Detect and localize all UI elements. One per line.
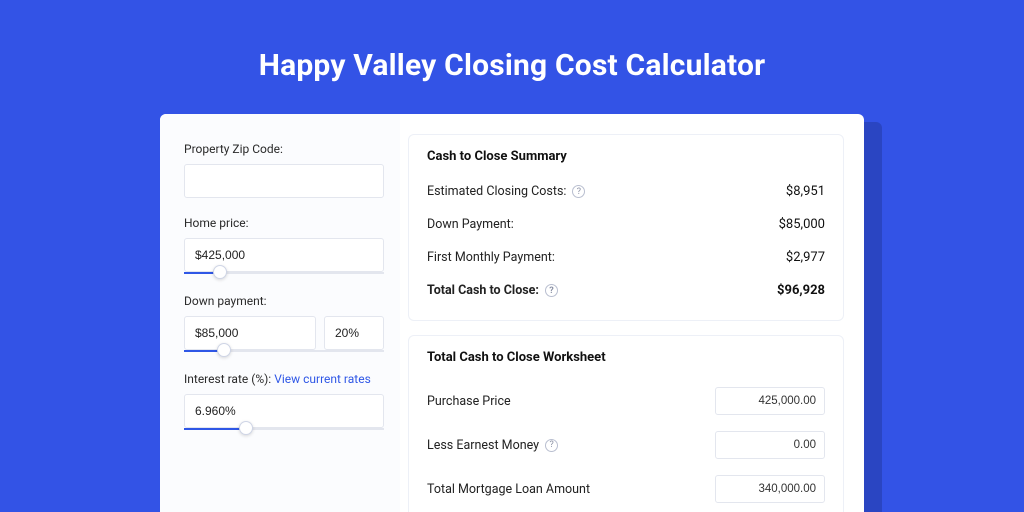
summary-row: Down Payment: $85,000 xyxy=(427,211,825,244)
worksheet-title: Total Cash to Close Worksheet xyxy=(427,350,825,365)
help-icon[interactable]: ? xyxy=(545,284,558,297)
inputs-sidebar: Property Zip Code: Home price: Down paym… xyxy=(160,114,400,512)
home-price-slider-thumb[interactable] xyxy=(213,265,227,279)
calculator-card: Property Zip Code: Home price: Down paym… xyxy=(160,114,864,512)
help-icon[interactable]: ? xyxy=(545,439,558,452)
zip-label: Property Zip Code: xyxy=(184,142,384,156)
worksheet-row-input[interactable] xyxy=(715,387,825,415)
summary-rows: Estimated Closing Costs:? $8,951 Down Paym… xyxy=(427,178,825,310)
worksheet-panel: Total Cash to Close Worksheet Purchase P… xyxy=(408,335,844,512)
worksheet-row-label: Less Earnest Money? xyxy=(427,438,558,453)
page-title: Happy Valley Closing Cost Calculator xyxy=(0,48,1024,83)
summary-row-label: First Monthly Payment: xyxy=(427,250,555,265)
summary-row-label: Estimated Closing Costs:? xyxy=(427,184,585,199)
view-rates-link[interactable]: View current rates xyxy=(274,372,371,386)
summary-row: Total Cash to Close:? $96,928 xyxy=(427,277,825,310)
down-payment-slider[interactable] xyxy=(184,348,384,354)
home-price-field: Home price: xyxy=(184,216,384,276)
zip-input[interactable] xyxy=(184,164,384,198)
summary-row-value: $85,000 xyxy=(779,217,825,232)
down-payment-slider-thumb[interactable] xyxy=(217,343,231,357)
results-area: Cash to Close Summary Estimated Closing … xyxy=(400,114,864,512)
down-payment-field: Down payment: xyxy=(184,294,384,354)
worksheet-row: Less Earnest Money? xyxy=(427,423,825,467)
summary-row-value: $96,928 xyxy=(777,283,825,298)
worksheet-row-label: Total Mortgage Loan Amount xyxy=(427,482,590,497)
interest-input[interactable] xyxy=(184,394,384,428)
worksheet-row-input[interactable] xyxy=(715,475,825,503)
interest-label: Interest rate (%): View current rates xyxy=(184,372,384,386)
summary-row: Estimated Closing Costs:? $8,951 xyxy=(427,178,825,211)
interest-slider-thumb[interactable] xyxy=(239,421,253,435)
down-payment-percent-input[interactable] xyxy=(324,316,384,350)
worksheet-rows: Purchase Price Less Earnest Money? Total M… xyxy=(427,379,825,512)
worksheet-row-input[interactable] xyxy=(715,431,825,459)
interest-slider-fill xyxy=(184,428,246,430)
interest-slider[interactable] xyxy=(184,426,384,432)
summary-row-value: $2,977 xyxy=(786,250,825,265)
summary-panel: Cash to Close Summary Estimated Closing … xyxy=(408,134,844,321)
worksheet-row-label: Purchase Price xyxy=(427,394,511,409)
home-price-slider[interactable] xyxy=(184,270,384,276)
summary-row-label: Total Cash to Close:? xyxy=(427,283,558,298)
summary-row: First Monthly Payment: $2,977 xyxy=(427,244,825,277)
worksheet-row: Purchase Price xyxy=(427,379,825,423)
summary-title: Cash to Close Summary xyxy=(427,149,825,164)
down-payment-input[interactable] xyxy=(184,316,316,350)
help-icon[interactable]: ? xyxy=(572,185,585,198)
worksheet-row: Total Mortgage Loan Amount xyxy=(427,467,825,511)
down-payment-label: Down payment: xyxy=(184,294,384,308)
home-price-label: Home price: xyxy=(184,216,384,230)
summary-row-label: Down Payment: xyxy=(427,217,514,232)
interest-field: Interest rate (%): View current rates xyxy=(184,372,384,432)
summary-row-value: $8,951 xyxy=(786,184,825,199)
zip-field: Property Zip Code: xyxy=(184,142,384,198)
